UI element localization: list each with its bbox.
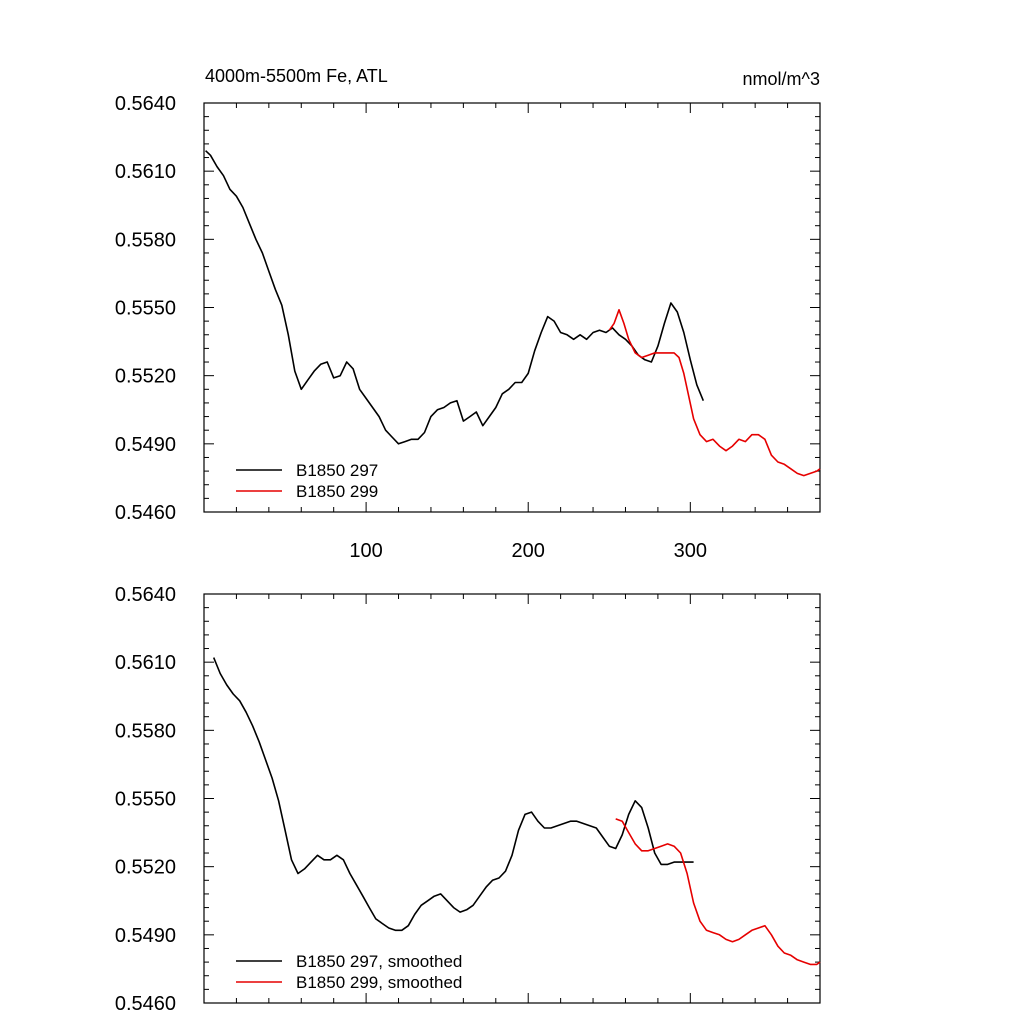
legend-label: B1850 299, smoothed [296, 973, 462, 992]
chart-title: 4000m-5500m Fe, ATL [205, 66, 388, 86]
legend-label: B1850 297, smoothed [296, 952, 462, 971]
y-tick-label: 0.5610 [115, 652, 176, 674]
y-tick-label: 0.5520 [115, 366, 176, 388]
legend-bottom: B1850 297, smoothed B1850 299, smoothed [236, 952, 462, 992]
series-line [205, 150, 705, 445]
x-tick-label: 200 [512, 540, 545, 562]
series-lines-bottom [212, 657, 821, 966]
series-line [608, 308, 821, 477]
y-tick-label: 0.5460 [115, 502, 176, 524]
y-tick-label: 0.5460 [115, 993, 176, 1015]
plot-frame [203, 102, 821, 513]
legend-label: B1850 299 [296, 482, 378, 501]
series-lines-top [205, 150, 821, 477]
y-tick-label: 0.5490 [115, 925, 176, 947]
y-tick-label: 0.5610 [115, 161, 176, 183]
y-tick-label: 0.5550 [115, 298, 176, 320]
series-line [615, 818, 821, 966]
legend-top: B1850 297 B1850 299 [236, 461, 378, 501]
y-tick-label: 0.5550 [115, 789, 176, 811]
y-tick-label: 0.5490 [115, 434, 176, 456]
legend-label: B1850 297 [296, 461, 378, 480]
top-panel: 4000m-5500m Fe, ATL nmol/m^3 0.5460 0.549… [115, 66, 821, 562]
units-label: nmol/m^3 [743, 69, 820, 89]
y-tick-label: 0.5640 [115, 93, 176, 115]
y-tick-label: 0.5580 [115, 229, 176, 251]
x-tick-label: 100 [349, 540, 382, 562]
series-line [212, 657, 694, 932]
axes-top: 0.5460 0.5490 0.5520 0.5550 0.5580 0.5610 0.56… [115, 93, 821, 562]
bottom-panel: 0.5460 0.5490 0.5520 0.5550 0.5580 0.5610 0.56… [115, 584, 821, 1015]
x-tick-label: 300 [674, 540, 707, 562]
y-tick-label: 0.5640 [115, 584, 176, 606]
plot-frame [203, 593, 821, 1004]
y-tick-label: 0.5580 [115, 720, 176, 742]
y-tick-label: 0.5520 [115, 857, 176, 879]
axes-bottom: 0.5460 0.5490 0.5520 0.5550 0.5580 0.5610 0.56… [115, 584, 821, 1015]
